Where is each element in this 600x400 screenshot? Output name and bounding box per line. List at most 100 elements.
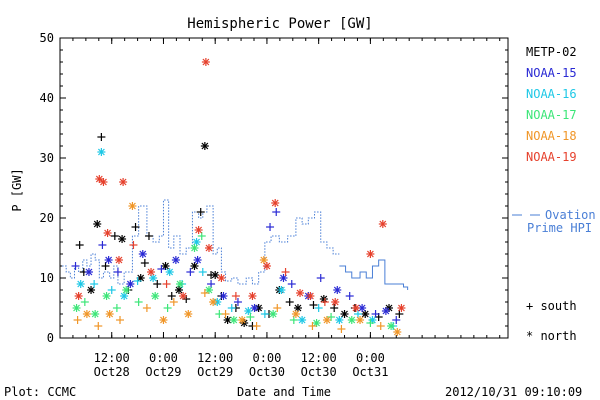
data-point-noaa-15	[186, 268, 195, 276]
data-point-noaa-16	[353, 310, 362, 318]
data-point-noaa-19	[179, 292, 188, 300]
data-point-metp-02	[190, 262, 199, 270]
data-point-noaa-17	[312, 319, 321, 327]
data-point-noaa-16	[314, 304, 323, 312]
data-point-metp-02	[167, 292, 176, 300]
data-point-noaa-16	[133, 277, 142, 285]
data-point-noaa-18	[142, 304, 151, 312]
data-point-noaa-19	[397, 304, 406, 312]
data-point-noaa-18	[221, 310, 230, 318]
legend-noaa-17: NOAA-17	[526, 108, 577, 122]
data-point-noaa-18	[184, 310, 193, 318]
ovation-solid-line	[339, 259, 409, 290]
data-point-noaa-17	[122, 286, 131, 294]
data-point-metp-02	[131, 223, 140, 231]
data-point-noaa-15	[371, 310, 380, 318]
data-point-metp-02	[330, 304, 339, 312]
data-point-noaa-15	[233, 298, 242, 306]
data-point-noaa-19	[162, 280, 171, 288]
data-point-noaa-19	[248, 292, 257, 300]
x-tick-time-label: 12:00	[94, 351, 130, 365]
data-point-noaa-17	[112, 304, 121, 312]
data-point-noaa-19	[271, 199, 280, 207]
data-point-noaa-19	[320, 298, 329, 306]
series-noaa-18	[73, 202, 402, 336]
x-axis: 12:00Oct280:00Oct2912:00Oct290:00Oct3012…	[72, 38, 501, 379]
data-point-metp-02	[293, 304, 302, 312]
data-point-metp-02	[309, 301, 318, 309]
data-point-noaa-19	[95, 175, 104, 183]
data-point-noaa-16	[107, 286, 116, 294]
footer-source: Plot: CCMC	[4, 385, 76, 399]
data-point-noaa-19	[103, 229, 112, 237]
data-point-noaa-18	[376, 322, 385, 330]
data-point-noaa-19	[194, 226, 203, 234]
x-tick-date-label: Oct31	[352, 365, 388, 379]
data-point-noaa-16	[277, 286, 286, 294]
data-point-noaa-15	[219, 292, 228, 300]
data-point-metp-02	[211, 271, 220, 279]
data-point-noaa-15	[316, 274, 325, 282]
data-point-noaa-15	[345, 292, 354, 300]
ovation-prime-hpi-series	[62, 199, 409, 290]
data-point-noaa-15	[193, 256, 202, 264]
data-point-metp-02	[340, 310, 349, 318]
y-tick-label: 30	[40, 151, 54, 165]
data-point-noaa-19	[331, 298, 340, 306]
data-point-noaa-15	[207, 280, 216, 288]
data-point-noaa-19	[217, 274, 226, 282]
legend-noaa-18: NOAA-18	[526, 129, 577, 143]
data-point-noaa-18	[73, 316, 82, 324]
data-point-noaa-19	[74, 292, 83, 300]
data-point-noaa-18	[308, 322, 317, 330]
data-point-noaa-15	[279, 274, 288, 282]
data-point-noaa-15	[157, 265, 166, 273]
y-axis: 0 10 20 30 40 50	[40, 31, 508, 345]
data-point-noaa-19	[296, 289, 305, 297]
data-point-noaa-19	[114, 256, 123, 264]
data-point-metp-02	[101, 262, 110, 270]
data-point-noaa-18	[393, 328, 402, 336]
data-point-noaa-16	[198, 268, 207, 276]
data-point-noaa-15	[287, 280, 296, 288]
data-point-noaa-17	[204, 286, 213, 294]
data-point-noaa-19	[306, 292, 315, 300]
data-point-noaa-17	[347, 316, 356, 324]
data-point-noaa-17	[269, 310, 278, 318]
chart-title: Hemispheric Power [GW]	[187, 16, 372, 32]
data-point-noaa-16	[97, 148, 106, 156]
data-point-noaa-15	[126, 280, 135, 288]
data-point-noaa-17	[289, 316, 298, 324]
y-tick-label: 20	[40, 211, 54, 225]
legend-noaa-16: NOAA-16	[526, 87, 577, 101]
data-points	[71, 58, 406, 336]
x-tick-time-label: 12:00	[301, 351, 337, 365]
data-point-noaa-19	[366, 250, 375, 258]
x-tick-time-label: 12:00	[197, 351, 233, 365]
data-point-noaa-18	[94, 322, 103, 330]
symbol-legend: + south * north	[526, 299, 577, 343]
data-point-noaa-19	[204, 244, 213, 252]
y-tick-label: 50	[40, 31, 54, 45]
data-point-noaa-16	[120, 292, 129, 300]
data-point-noaa-17	[197, 232, 206, 240]
data-point-noaa-17	[246, 313, 255, 321]
data-point-noaa-19	[231, 292, 240, 300]
data-point-noaa-15	[84, 268, 93, 276]
data-point-metp-02	[140, 259, 149, 267]
data-point-metp-02	[395, 310, 404, 318]
data-point-noaa-17	[366, 319, 375, 327]
data-point-noaa-18	[159, 316, 168, 324]
data-point-noaa-18	[82, 310, 91, 318]
data-point-noaa-17	[176, 280, 185, 288]
data-point-noaa-16	[192, 238, 201, 246]
data-point-noaa-18	[259, 256, 268, 264]
data-point-noaa-19	[99, 178, 108, 186]
y-tick-label: 10	[40, 271, 54, 285]
data-point-noaa-18	[252, 322, 261, 330]
x-tick-date-label: Oct30	[301, 365, 337, 379]
data-point-noaa-17	[72, 304, 81, 312]
data-point-noaa-17	[327, 313, 336, 321]
